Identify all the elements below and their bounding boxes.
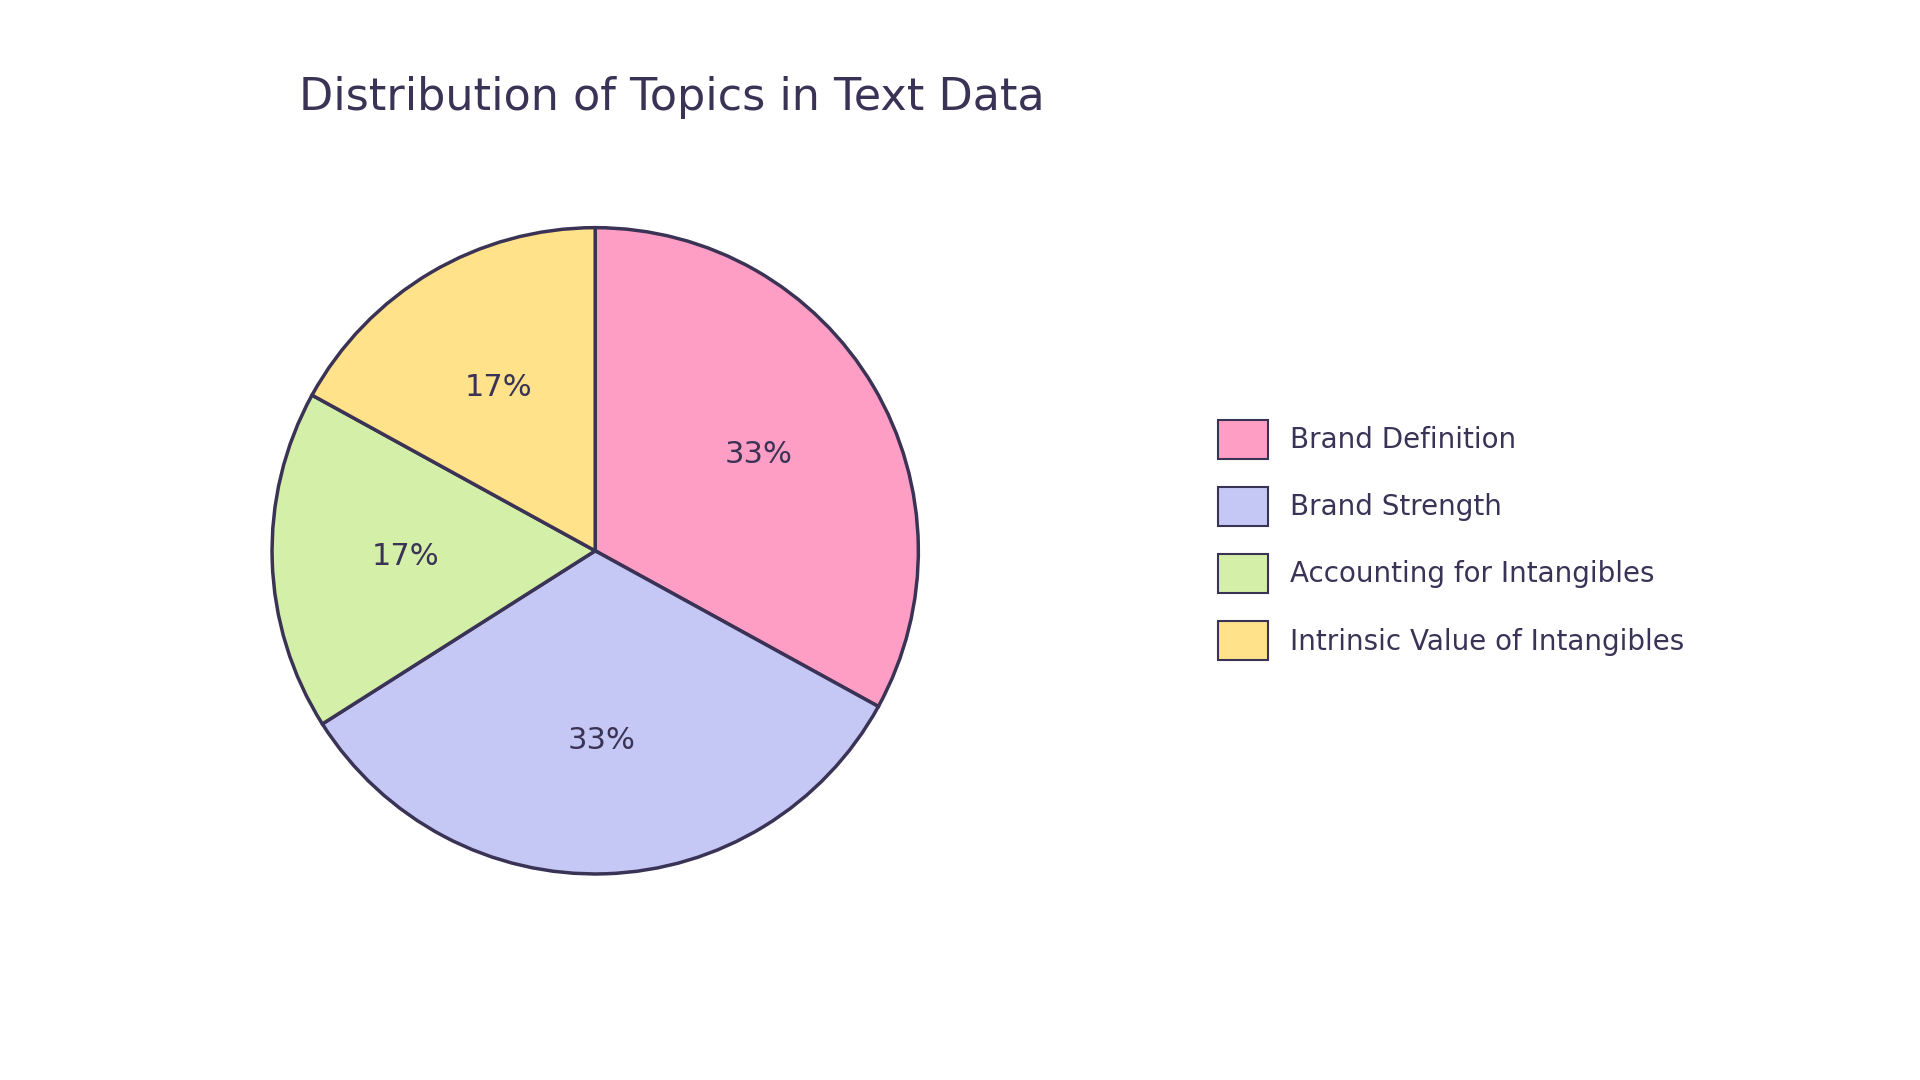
Wedge shape (323, 551, 877, 874)
Wedge shape (273, 395, 595, 724)
Legend: Brand Definition, Brand Strength, Accounting for Intangibles, Intrinsic Value of: Brand Definition, Brand Strength, Accoun… (1204, 406, 1699, 674)
Text: 17%: 17% (371, 542, 440, 571)
Text: 17%: 17% (465, 373, 532, 402)
Text: Distribution of Topics in Text Data: Distribution of Topics in Text Data (300, 76, 1044, 119)
Wedge shape (595, 228, 918, 706)
Text: 33%: 33% (726, 440, 793, 469)
Wedge shape (313, 228, 595, 551)
Text: 33%: 33% (566, 726, 636, 755)
